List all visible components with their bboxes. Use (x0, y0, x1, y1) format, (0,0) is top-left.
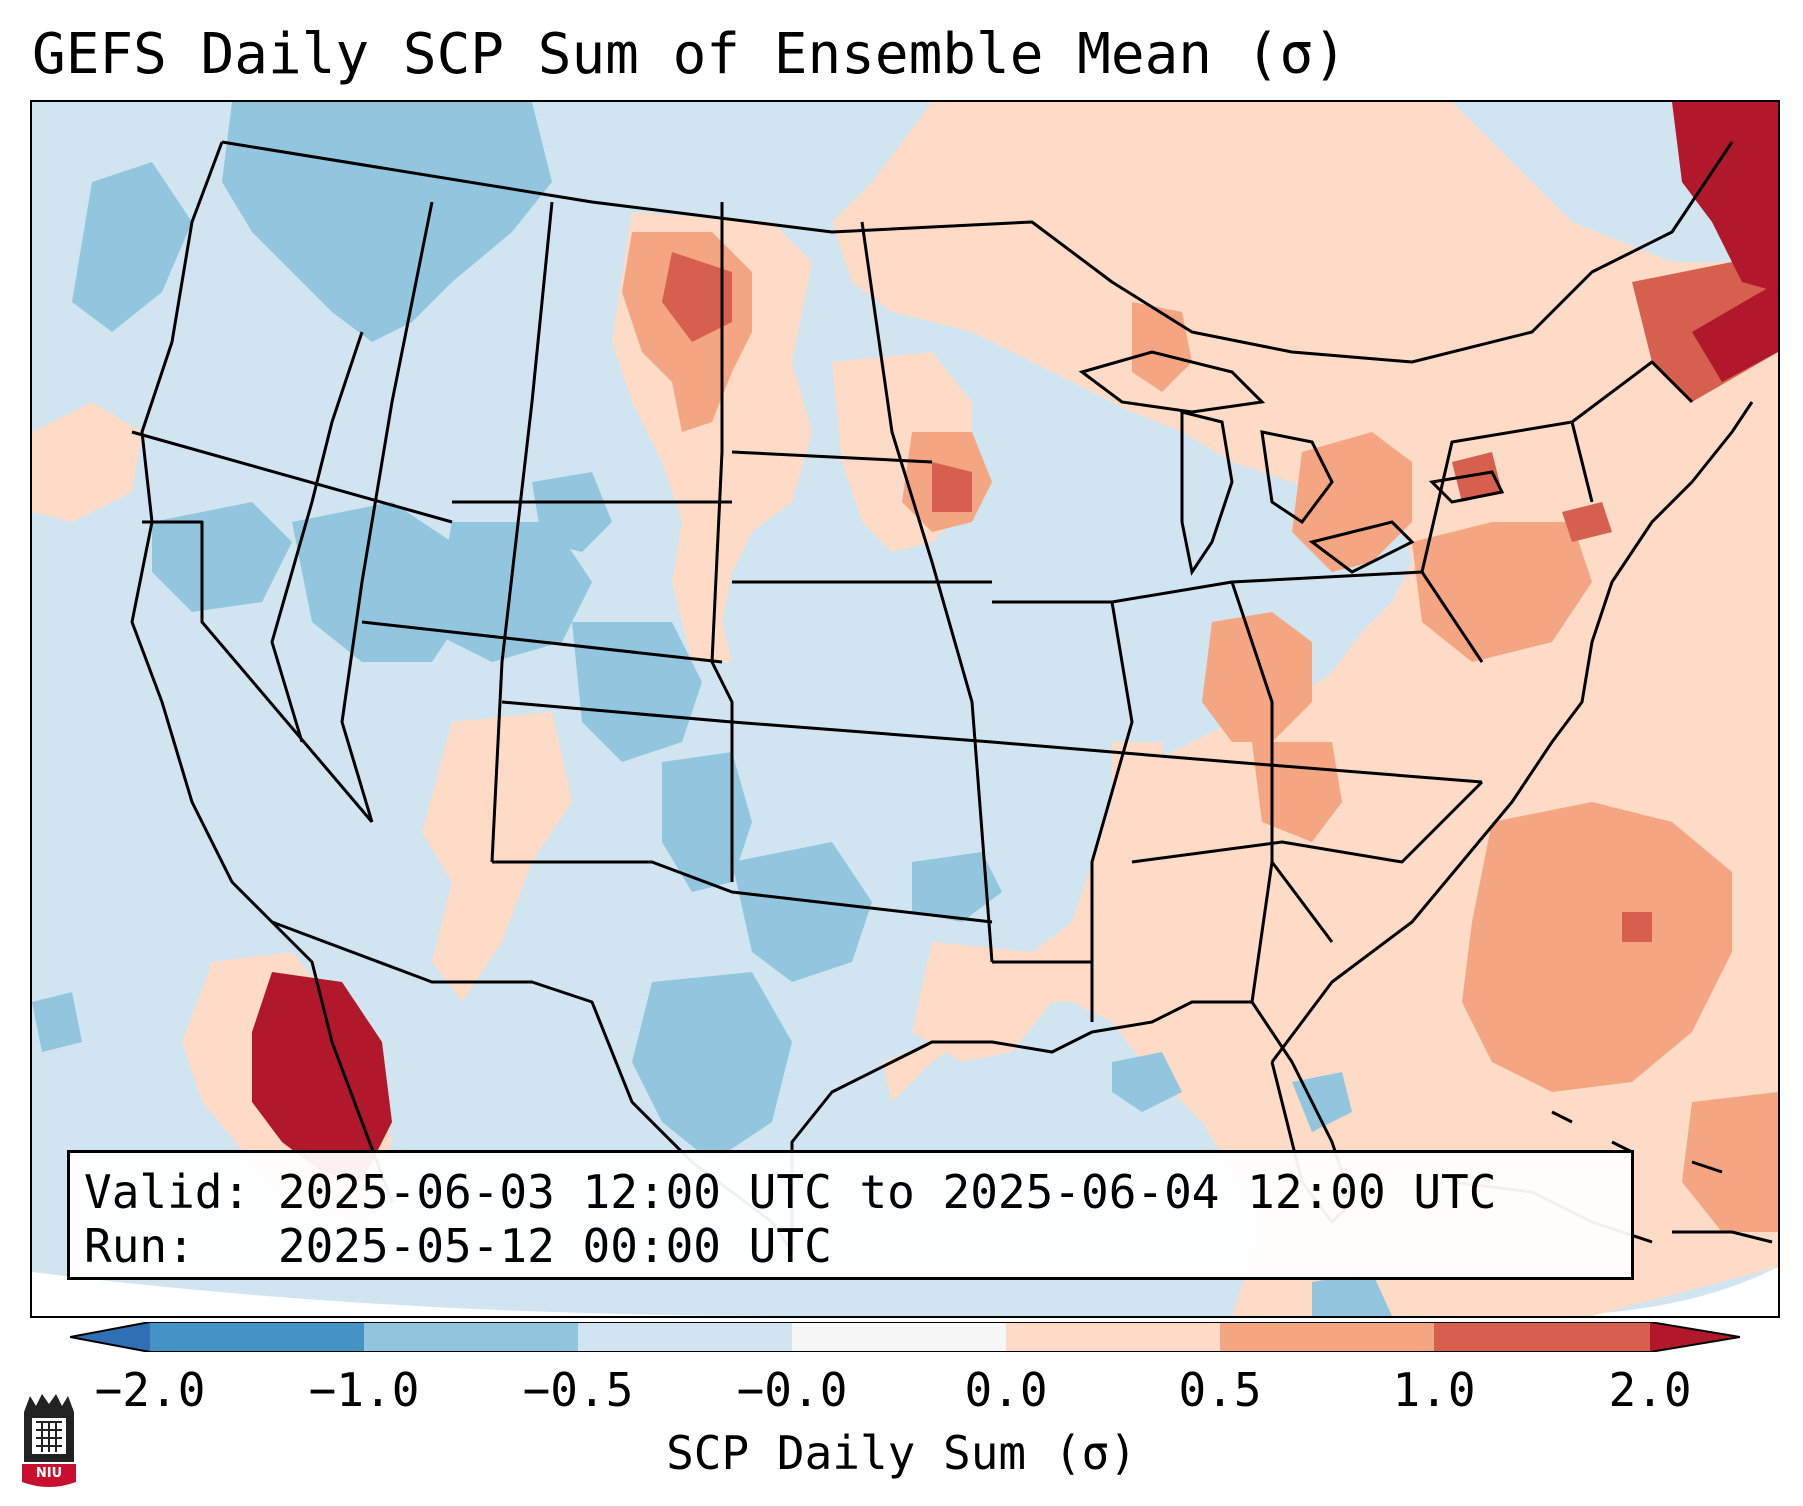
map-canvas (32, 102, 1778, 1316)
niu-logo: NIU (20, 1392, 78, 1488)
colorbar-graphic (70, 1322, 1740, 1352)
colorbar-segment-1-2 (1434, 1322, 1650, 1352)
colorbar-tick-label: 0.5 (1178, 1363, 1262, 1417)
field-positive-max (252, 102, 1778, 1182)
valid-label: Valid: (84, 1165, 251, 1219)
map-title: GEFS Daily SCP Sum of Ensemble Mean (σ) (32, 22, 1347, 87)
colorbar-segment-n2-n1 (150, 1322, 364, 1352)
colorbar-segment-zero (792, 1322, 1006, 1352)
projection-edge-left (32, 1272, 792, 1316)
valid-run-info-box: Valid: 2025-06-03 12:00 UTC to 2025-06-0… (67, 1150, 1634, 1280)
state-boundaries (130, 140, 1754, 1253)
niu-logo-text: NIU (35, 1466, 63, 1481)
projection-edge-right (1532, 1267, 1778, 1316)
colorbar-tick-label: 0.0 (964, 1363, 1048, 1417)
colorbar-segment-n1-n05 (364, 1322, 578, 1352)
colorbar-label: SCP Daily Sum (σ) (666, 1426, 1137, 1480)
colorbar-tick-label: 2.0 (1608, 1363, 1692, 1417)
colorbar-tick-label: −0.0 (736, 1363, 848, 1417)
run-label: Run: (84, 1219, 195, 1273)
colorbar-segment-n05-0 (578, 1322, 792, 1352)
map-panel (30, 100, 1780, 1318)
colorbar-tick-label: −0.5 (522, 1363, 634, 1417)
colorbar-segment-05-1 (1220, 1322, 1434, 1352)
colorbar-extend-high (1650, 1322, 1740, 1352)
colorbar-segment-0-05 (1006, 1322, 1220, 1352)
great-lakes (1078, 350, 1505, 576)
colorbar-tick-label: −2.0 (94, 1363, 206, 1417)
colorbar-extend-low (70, 1322, 150, 1352)
colorbar-tick-label: 1.0 (1392, 1363, 1476, 1417)
field-positive-mid (622, 232, 1778, 1232)
niu-logo-icon (22, 1394, 76, 1487)
colorbar (70, 1322, 1740, 1352)
valid-text: 2025-06-03 12:00 UTC to 2025-06-04 12:00… (277, 1165, 1497, 1219)
colorbar-tick-label: −1.0 (308, 1363, 420, 1417)
field-negative-mid (32, 102, 1392, 1316)
run-text: 2025-05-12 00:00 UTC (277, 1219, 832, 1273)
